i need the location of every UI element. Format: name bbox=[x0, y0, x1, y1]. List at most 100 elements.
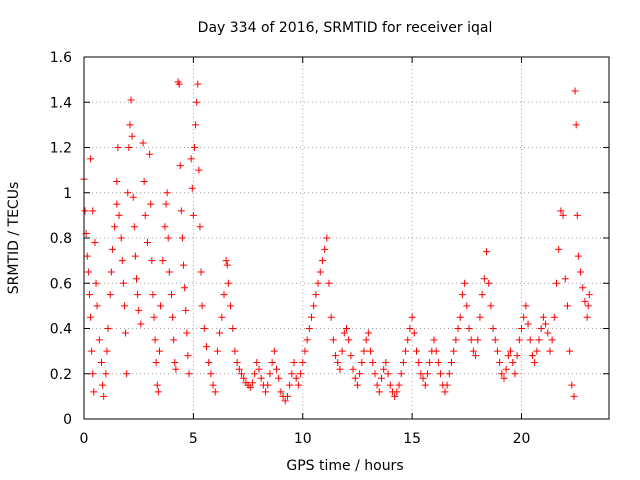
data-point bbox=[448, 358, 455, 366]
data-point bbox=[155, 347, 163, 355]
data-point bbox=[419, 374, 427, 382]
data-point bbox=[539, 313, 547, 321]
data-point bbox=[150, 313, 158, 321]
data-point bbox=[190, 144, 198, 151]
data-point bbox=[584, 302, 592, 310]
data-point bbox=[290, 358, 298, 366]
data-point bbox=[373, 381, 381, 389]
x-tick-label: 15 bbox=[403, 431, 421, 447]
data-point bbox=[329, 336, 337, 344]
data-point bbox=[238, 370, 245, 378]
data-point bbox=[432, 347, 440, 355]
data-point bbox=[553, 279, 560, 287]
data-point bbox=[129, 193, 137, 201]
data-point bbox=[489, 325, 497, 332]
data-point bbox=[496, 358, 504, 366]
data-point bbox=[113, 177, 121, 185]
data-point bbox=[157, 302, 165, 310]
data-point bbox=[544, 329, 552, 337]
data-point bbox=[522, 302, 530, 310]
data-point bbox=[128, 132, 136, 140]
data-point bbox=[153, 381, 161, 389]
data-point bbox=[437, 370, 445, 378]
data-point bbox=[200, 325, 208, 332]
data-point bbox=[89, 370, 97, 378]
data-point bbox=[380, 365, 388, 373]
data-point bbox=[126, 121, 134, 129]
data-point bbox=[297, 370, 305, 378]
data-point bbox=[114, 144, 122, 151]
data-point bbox=[87, 155, 95, 163]
data-point bbox=[207, 370, 215, 378]
data-point bbox=[140, 177, 148, 185]
data-point bbox=[513, 352, 521, 360]
data-point bbox=[391, 392, 399, 400]
data-point bbox=[498, 370, 506, 378]
data-point bbox=[292, 374, 300, 382]
data-point bbox=[572, 121, 580, 129]
data-point bbox=[458, 291, 466, 299]
y-tick-label: 0 bbox=[63, 412, 72, 428]
data-point bbox=[546, 347, 554, 355]
data-point bbox=[434, 358, 442, 366]
data-point bbox=[178, 234, 186, 242]
data-point bbox=[493, 347, 501, 355]
data-point bbox=[253, 358, 261, 366]
data-point bbox=[531, 358, 539, 366]
data-point bbox=[571, 87, 579, 95]
y-tick-label: 0.8 bbox=[50, 231, 72, 247]
data-point bbox=[131, 252, 139, 260]
x-tick-label: 10 bbox=[294, 431, 312, 447]
data-point bbox=[205, 358, 213, 366]
data-point bbox=[220, 291, 228, 299]
data-point bbox=[117, 234, 125, 242]
data-point bbox=[119, 279, 127, 287]
data-point bbox=[528, 352, 536, 360]
data-point bbox=[125, 144, 133, 151]
data-point bbox=[463, 302, 471, 310]
data-point bbox=[399, 358, 407, 366]
data-point bbox=[548, 336, 556, 344]
data-point bbox=[303, 336, 311, 344]
data-point bbox=[441, 388, 449, 396]
data-point bbox=[371, 370, 379, 378]
data-point bbox=[127, 96, 135, 104]
data-point bbox=[123, 370, 131, 378]
data-point bbox=[124, 189, 132, 197]
data-points bbox=[80, 78, 593, 405]
data-point bbox=[533, 347, 541, 355]
data-point bbox=[176, 162, 184, 170]
data-point bbox=[224, 279, 232, 287]
data-point bbox=[397, 370, 405, 378]
data-point bbox=[369, 358, 377, 366]
data-point bbox=[231, 347, 239, 355]
data-point bbox=[537, 325, 545, 332]
data-point bbox=[197, 268, 205, 276]
data-point bbox=[570, 392, 578, 400]
axis-ticks bbox=[83, 56, 609, 420]
data-point bbox=[89, 207, 97, 215]
data-point bbox=[454, 325, 462, 332]
data-point bbox=[177, 207, 185, 215]
data-point bbox=[410, 329, 418, 337]
data-point bbox=[585, 291, 593, 299]
data-point bbox=[310, 302, 318, 310]
data-point bbox=[443, 381, 451, 389]
data-point bbox=[467, 336, 475, 344]
data-point bbox=[196, 223, 204, 231]
data-point bbox=[583, 313, 591, 321]
data-point bbox=[395, 381, 403, 389]
data-point bbox=[378, 374, 385, 382]
data-point bbox=[321, 245, 329, 253]
data-point bbox=[92, 279, 100, 287]
data-point bbox=[343, 325, 350, 332]
data-point bbox=[147, 200, 155, 208]
data-point bbox=[102, 370, 110, 378]
data-point bbox=[485, 279, 493, 287]
data-point bbox=[308, 313, 315, 321]
data-point bbox=[149, 291, 157, 299]
data-point bbox=[358, 358, 366, 366]
data-point bbox=[187, 155, 195, 163]
data-point bbox=[168, 291, 175, 299]
